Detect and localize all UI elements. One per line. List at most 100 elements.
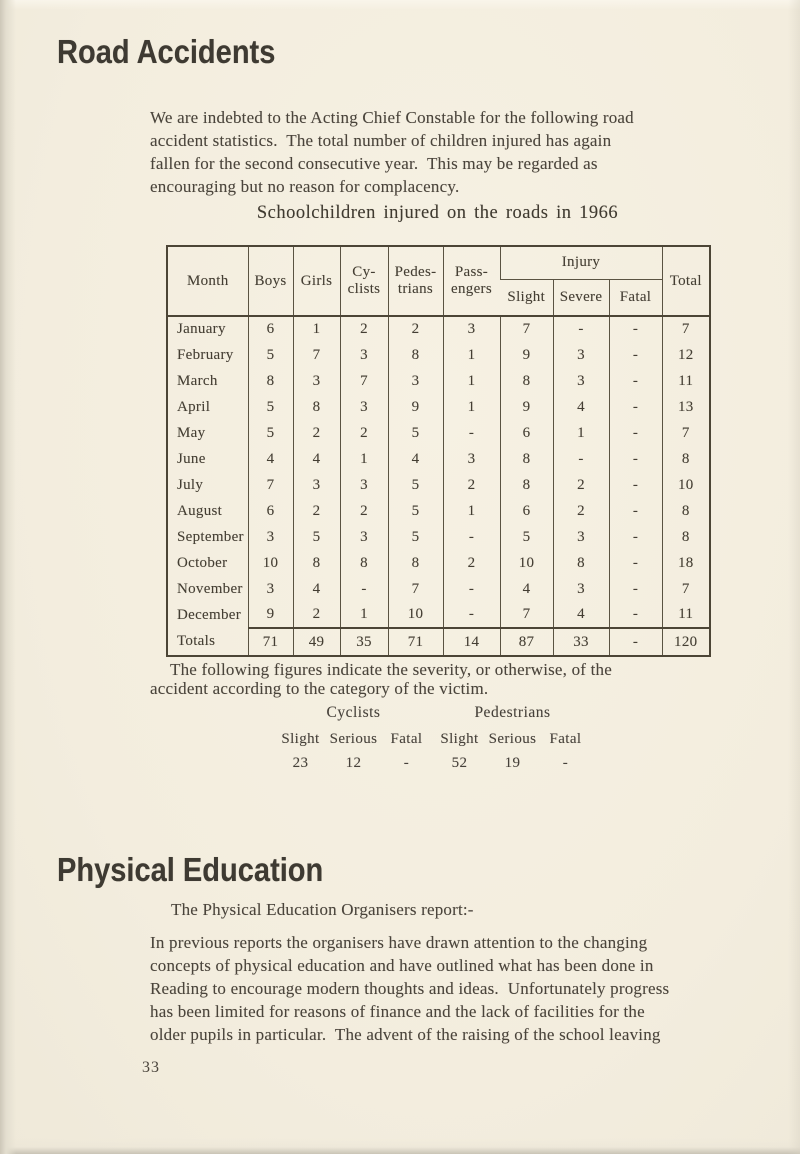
table-cell: 8 [499, 446, 553, 472]
table-cell: - [339, 576, 388, 602]
pe-report-intro-line: The Physical Education Organisers report… [171, 900, 474, 919]
table-cell: - [608, 316, 662, 342]
table-cell: 8 [387, 550, 443, 576]
table-cell: - [608, 576, 662, 602]
severity-column-label: Fatal [390, 731, 423, 747]
table-cell: 8 [499, 368, 553, 394]
table-cell: 1 [442, 368, 500, 394]
totals-row: Totals 71 49 35 71 14 87 33-120 [167, 627, 710, 656]
severity-figures: Cyclists Pedestrians Slight Serious Fatal S… [274, 704, 592, 772]
table-cell: 3 [442, 446, 500, 472]
table-cell: 8 [661, 446, 710, 472]
table-cell: 3 [552, 524, 609, 550]
table-cell: 9 [387, 394, 443, 420]
table-cell: 8 [292, 550, 340, 576]
col-header-boys: Boys [247, 246, 293, 317]
table-cell: - [442, 420, 500, 446]
table-cell: 8 [661, 498, 710, 524]
severity-value: 52 [451, 755, 468, 771]
table-cell: 120 [661, 627, 710, 656]
table-cell: 7 [661, 576, 710, 602]
table-cell-month: September [177, 528, 244, 545]
table-cell: 7 [499, 316, 553, 342]
table-cell: 8 [247, 368, 293, 394]
table-row: February 5 7 3 8 1 9 3-12 [167, 342, 710, 368]
table-cell: 6 [247, 316, 293, 342]
table-cell: 8 [292, 394, 340, 420]
col-header-cyclists: Cy- clists [339, 246, 388, 317]
table-cell: 1 [552, 420, 609, 446]
section-heading-physical-education: Physical Education [57, 851, 324, 888]
table-cell-month: January [177, 321, 226, 337]
severity-values: 23 12 - 52 19 - [274, 755, 592, 772]
table-cell-month: February [177, 346, 234, 363]
severity-column-label: Slight [440, 731, 479, 747]
severity-group-pedestrians: Pedestrians [474, 704, 551, 721]
table-cell: 5 [387, 420, 443, 446]
table-cell: 7 [387, 576, 443, 602]
section-heading-road-accidents: Road Accidents [57, 33, 276, 70]
table-cell: 4 [247, 446, 293, 472]
table-cell: 1 [292, 316, 340, 342]
table-cell: 14 [442, 627, 500, 656]
table-cell: 9 [247, 602, 293, 628]
table-cell: 8 [387, 342, 443, 368]
table-cell: 2 [552, 498, 609, 524]
table-cell: - [608, 498, 662, 524]
severity-value: 19 [504, 755, 521, 771]
table-cell: - [608, 394, 662, 420]
table-cell: 3 [339, 472, 388, 498]
table-cell: 2 [387, 316, 443, 342]
table-cell: 8 [661, 524, 710, 550]
table-cell: 2 [339, 420, 388, 446]
table-cell: - [608, 446, 662, 472]
page-number: 33 [142, 1059, 160, 1076]
table-cell-month: March [177, 372, 218, 389]
table-cell: 3 [552, 576, 609, 602]
table-cell: 2 [442, 550, 500, 576]
table-cell: 4 [552, 394, 609, 420]
col-header-injury-fatal: Fatal [608, 279, 662, 317]
accidents-table-body: January 6 1 2 2 3 7- -7 February 5 7 3 8 1 9 3-12 March 8… [167, 316, 710, 656]
table-cell: 3 [387, 368, 443, 394]
table-cell: - [442, 524, 500, 550]
table-cell: 4 [387, 446, 443, 472]
table-row: June 4 4 1 4 3 8- -8 [167, 446, 710, 472]
table-cell: 5 [247, 394, 293, 420]
table-cell: - [608, 472, 662, 498]
table-cell: 3 [552, 368, 609, 394]
table-cell: 71 [387, 627, 443, 656]
table-cell: - [552, 446, 609, 472]
table-cell: 2 [339, 316, 388, 342]
severity-value: - [403, 755, 410, 771]
table-cell: 3 [339, 342, 388, 368]
accidents-table: Month Boys Girls Cy- clists Pedes- trian… [166, 245, 711, 657]
accidents-table-title: Schoolchildren injured on the roads in 1… [256, 203, 619, 223]
table-cell: 3 [442, 316, 500, 342]
table-cell: 10 [661, 472, 710, 498]
table-cell: 2 [292, 498, 340, 524]
table-cell-month: December [177, 606, 242, 623]
table-cell: 5 [247, 342, 293, 368]
table-cell: 5 [387, 498, 443, 524]
table-cell: 8 [339, 550, 388, 576]
col-header-total: Total [661, 246, 710, 317]
table-cell: 3 [292, 368, 340, 394]
table-cell: 10 [499, 550, 553, 576]
table-cell-month: November [177, 580, 243, 597]
table-cell: - [442, 602, 500, 628]
table-cell: - [552, 316, 609, 342]
table-cell: 3 [339, 524, 388, 550]
table-cell: 4 [292, 446, 340, 472]
table-cell: 35 [339, 627, 388, 656]
table-row: July 7 3 3 5 2 8 2-10 [167, 472, 710, 498]
table-cell: 1 [339, 446, 388, 472]
col-header-girls: Girls [292, 246, 340, 317]
table-cell: 7 [661, 420, 710, 446]
table-cell: 3 [552, 342, 609, 368]
table-cell: 4 [499, 576, 553, 602]
table-cell: 13 [661, 394, 710, 420]
table-cell: 87 [499, 627, 553, 656]
col-header-injury-slight: Slight [500, 279, 553, 317]
